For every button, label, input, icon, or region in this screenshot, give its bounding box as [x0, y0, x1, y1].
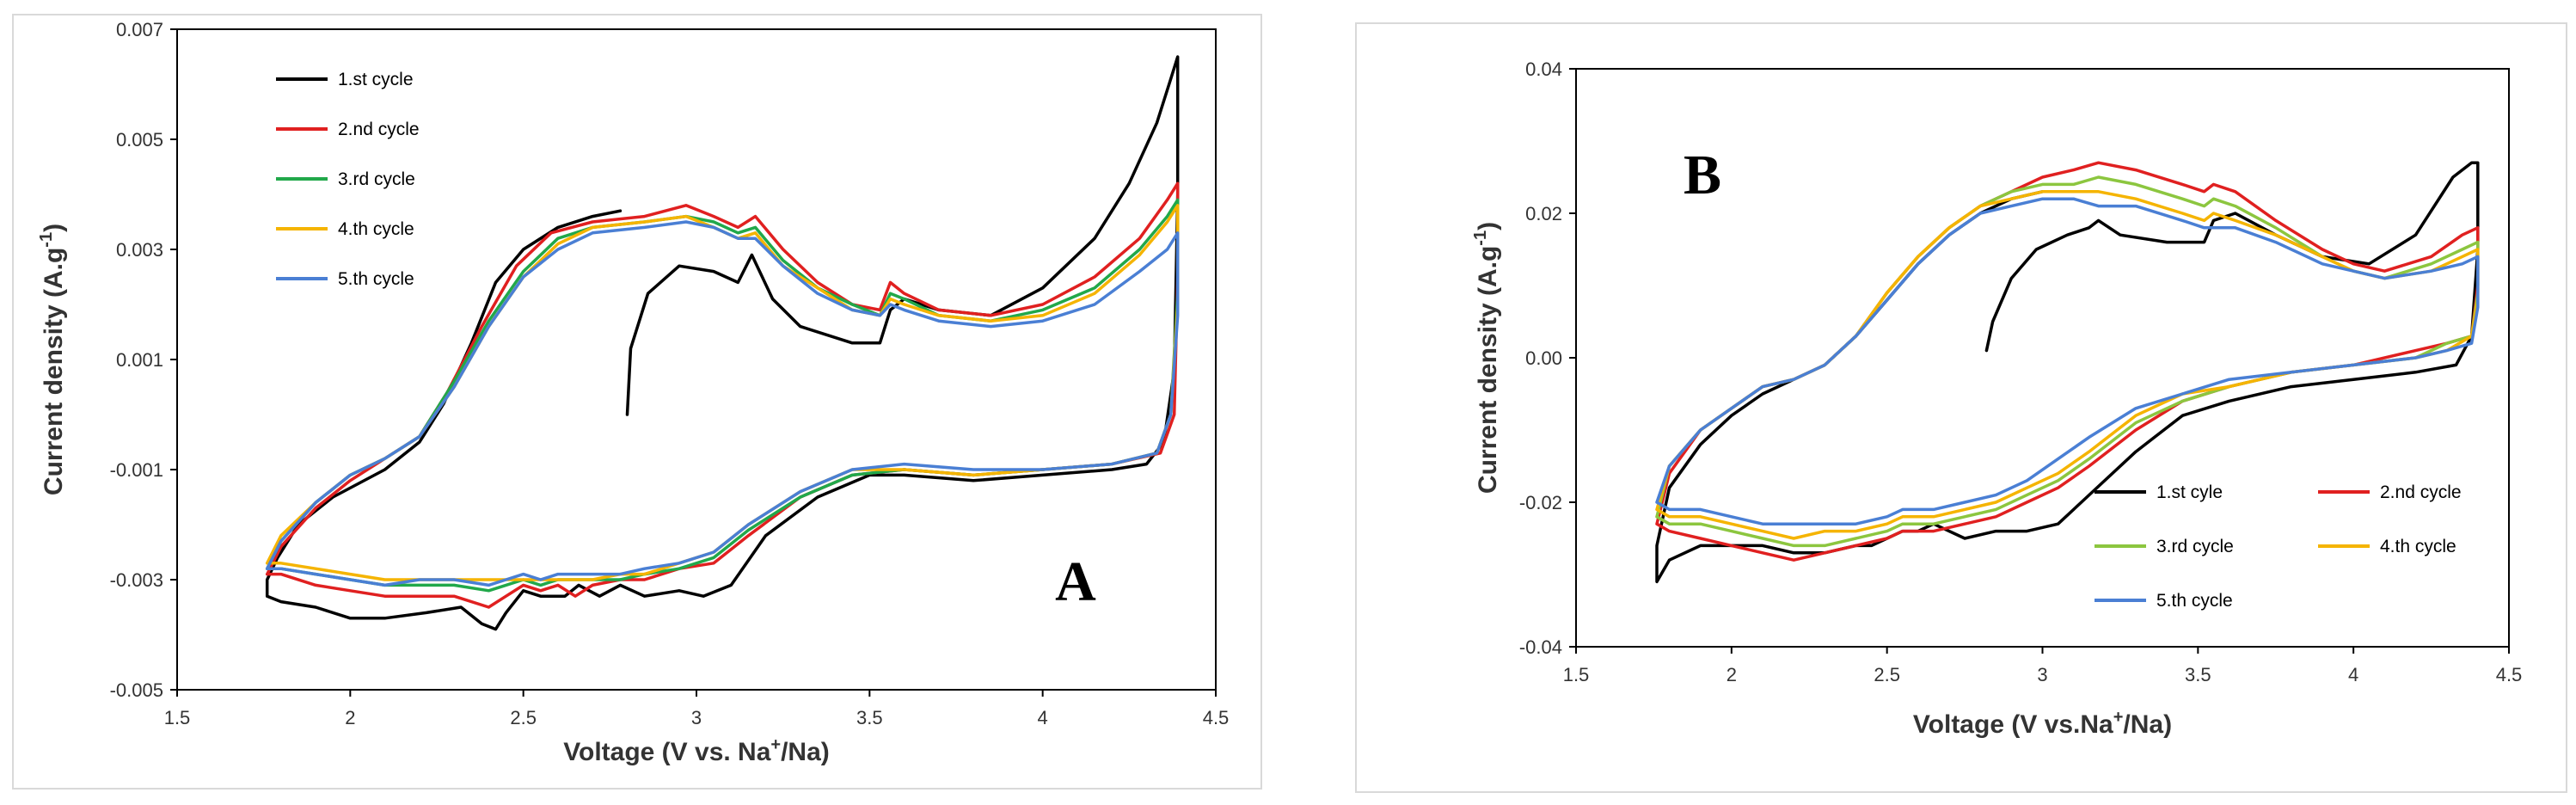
x-axis-title-main: Voltage (V vs. Na — [563, 738, 771, 766]
series-line-5 — [265, 220, 1180, 587]
x-axis-title-sup: + — [2113, 708, 2124, 727]
x-tick-label: 3 — [691, 707, 702, 728]
series-line-2 — [265, 181, 1180, 609]
y-tick-label: 0.003 — [116, 239, 163, 261]
legend-label-1: 1.st cycle — [338, 70, 414, 89]
x-tick-label: 2 — [1727, 664, 1737, 685]
y-axis-title-main: Current density (A.g — [1474, 246, 1502, 494]
x-tick-label: 3.5 — [2185, 664, 2211, 685]
y-axis-title: Current density (A.g-1) — [37, 224, 68, 495]
y-tick-label: -0.003 — [110, 569, 163, 591]
legend-label-2: 2.nd cycle — [338, 120, 420, 139]
x-tick-label: 4 — [1038, 707, 1048, 728]
legend-label-4: 4.th cycle — [2380, 537, 2456, 556]
y-tick-label: 0.005 — [116, 129, 163, 151]
legend-label-4: 4.th cycle — [338, 219, 414, 239]
legend-label-1: 1.st cyle — [2156, 482, 2223, 502]
legend-label-3: 3.rd cycle — [2156, 537, 2234, 556]
y-tick-label: 0.001 — [116, 349, 163, 371]
series-line-2 — [1655, 161, 2480, 562]
series-line-4 — [1655, 190, 2480, 540]
x-tick-label: 4 — [2348, 664, 2358, 685]
series-line-1 — [1655, 161, 2480, 584]
x-axis-title-suffix: /Na) — [2123, 710, 2172, 739]
chart-a-svg: 1.5 2 2.5 3 3.5 4 4.5 -0.005 -0.003 -0.001 0.001 0.… — [37, 19, 1230, 766]
y-tick-label: -0.001 — [110, 459, 163, 481]
y-axis-title-sup: -1 — [37, 232, 56, 248]
legend-label-2: 2.nd cycle — [2380, 482, 2462, 502]
legend-label-5: 5.th cycle — [338, 269, 414, 289]
y-axis-title-main: Current density (A.g — [40, 248, 68, 495]
y-tick-label: -0.005 — [110, 679, 163, 701]
x-tick-label: 2.5 — [1874, 664, 1900, 685]
panel-label: B — [1684, 144, 1721, 206]
y-axis-title-suffix: ) — [40, 224, 68, 232]
series-line-5 — [1655, 197, 2480, 525]
x-tick-label: 1.5 — [1563, 664, 1590, 685]
series-line-1 — [265, 55, 1180, 631]
x-axis-title: Voltage (V vs. Na+/Na) — [563, 735, 830, 766]
x-axis-title-sup: + — [770, 735, 781, 754]
x-axis-title-main: Voltage (V vs.Na — [1913, 710, 2113, 739]
y-axis-title-suffix: ) — [1474, 222, 1502, 230]
x-tick-label: 3.5 — [856, 707, 883, 728]
y-tick-label: 0.04 — [1525, 58, 1562, 80]
series-line-3 — [265, 198, 1180, 593]
y-axis-title-sup: -1 — [1471, 230, 1490, 246]
legend-label-3: 3.rd cycle — [338, 169, 415, 189]
y-axis-title: Current density (A.g-1) — [1471, 222, 1502, 494]
series-line-4 — [265, 204, 1180, 581]
legend: 1.st cyle 2.nd cycle 3.rd cycle 4.th cycle 5… — [2095, 482, 2462, 611]
y-tick-label: -0.02 — [1519, 492, 1562, 513]
y-tick-label: 0.007 — [116, 19, 163, 40]
x-axis-title-suffix: /Na) — [781, 738, 830, 766]
y-tick-label: -0.04 — [1519, 636, 1562, 658]
x-axis-title: Voltage (V vs.Na+/Na) — [1913, 708, 2172, 739]
panel-label: A — [1055, 550, 1096, 613]
x-tick-label: 3 — [2037, 664, 2047, 685]
legend: 1.st cycle 2.nd cycle 3.rd cycle 4.th cycle… — [276, 70, 420, 289]
chart-panel-b: 1.5 2 2.5 3 3.5 4 4.5 -0.04 -0.02 0.00 0.02 0.04 Vol… — [1355, 22, 2567, 793]
x-tick-label: 2 — [345, 707, 355, 728]
y-tick-label: 0.00 — [1525, 347, 1562, 369]
x-tick-label: 4.5 — [2496, 664, 2523, 685]
x-tick-label: 2.5 — [510, 707, 537, 728]
chart-b-svg: 1.5 2 2.5 3 3.5 4 4.5 -0.04 -0.02 0.00 0.02 0.04 Vol… — [1471, 58, 2523, 739]
y-tick-label: 0.02 — [1525, 203, 1562, 224]
x-tick-label: 1.5 — [164, 707, 191, 728]
x-tick-label: 4.5 — [1203, 707, 1230, 728]
legend-label-5: 5.th cycle — [2156, 591, 2233, 611]
chart-panel-a: 1.5 2 2.5 3 3.5 4 4.5 -0.005 -0.003 -0.001 0.001 0.… — [12, 14, 1262, 790]
